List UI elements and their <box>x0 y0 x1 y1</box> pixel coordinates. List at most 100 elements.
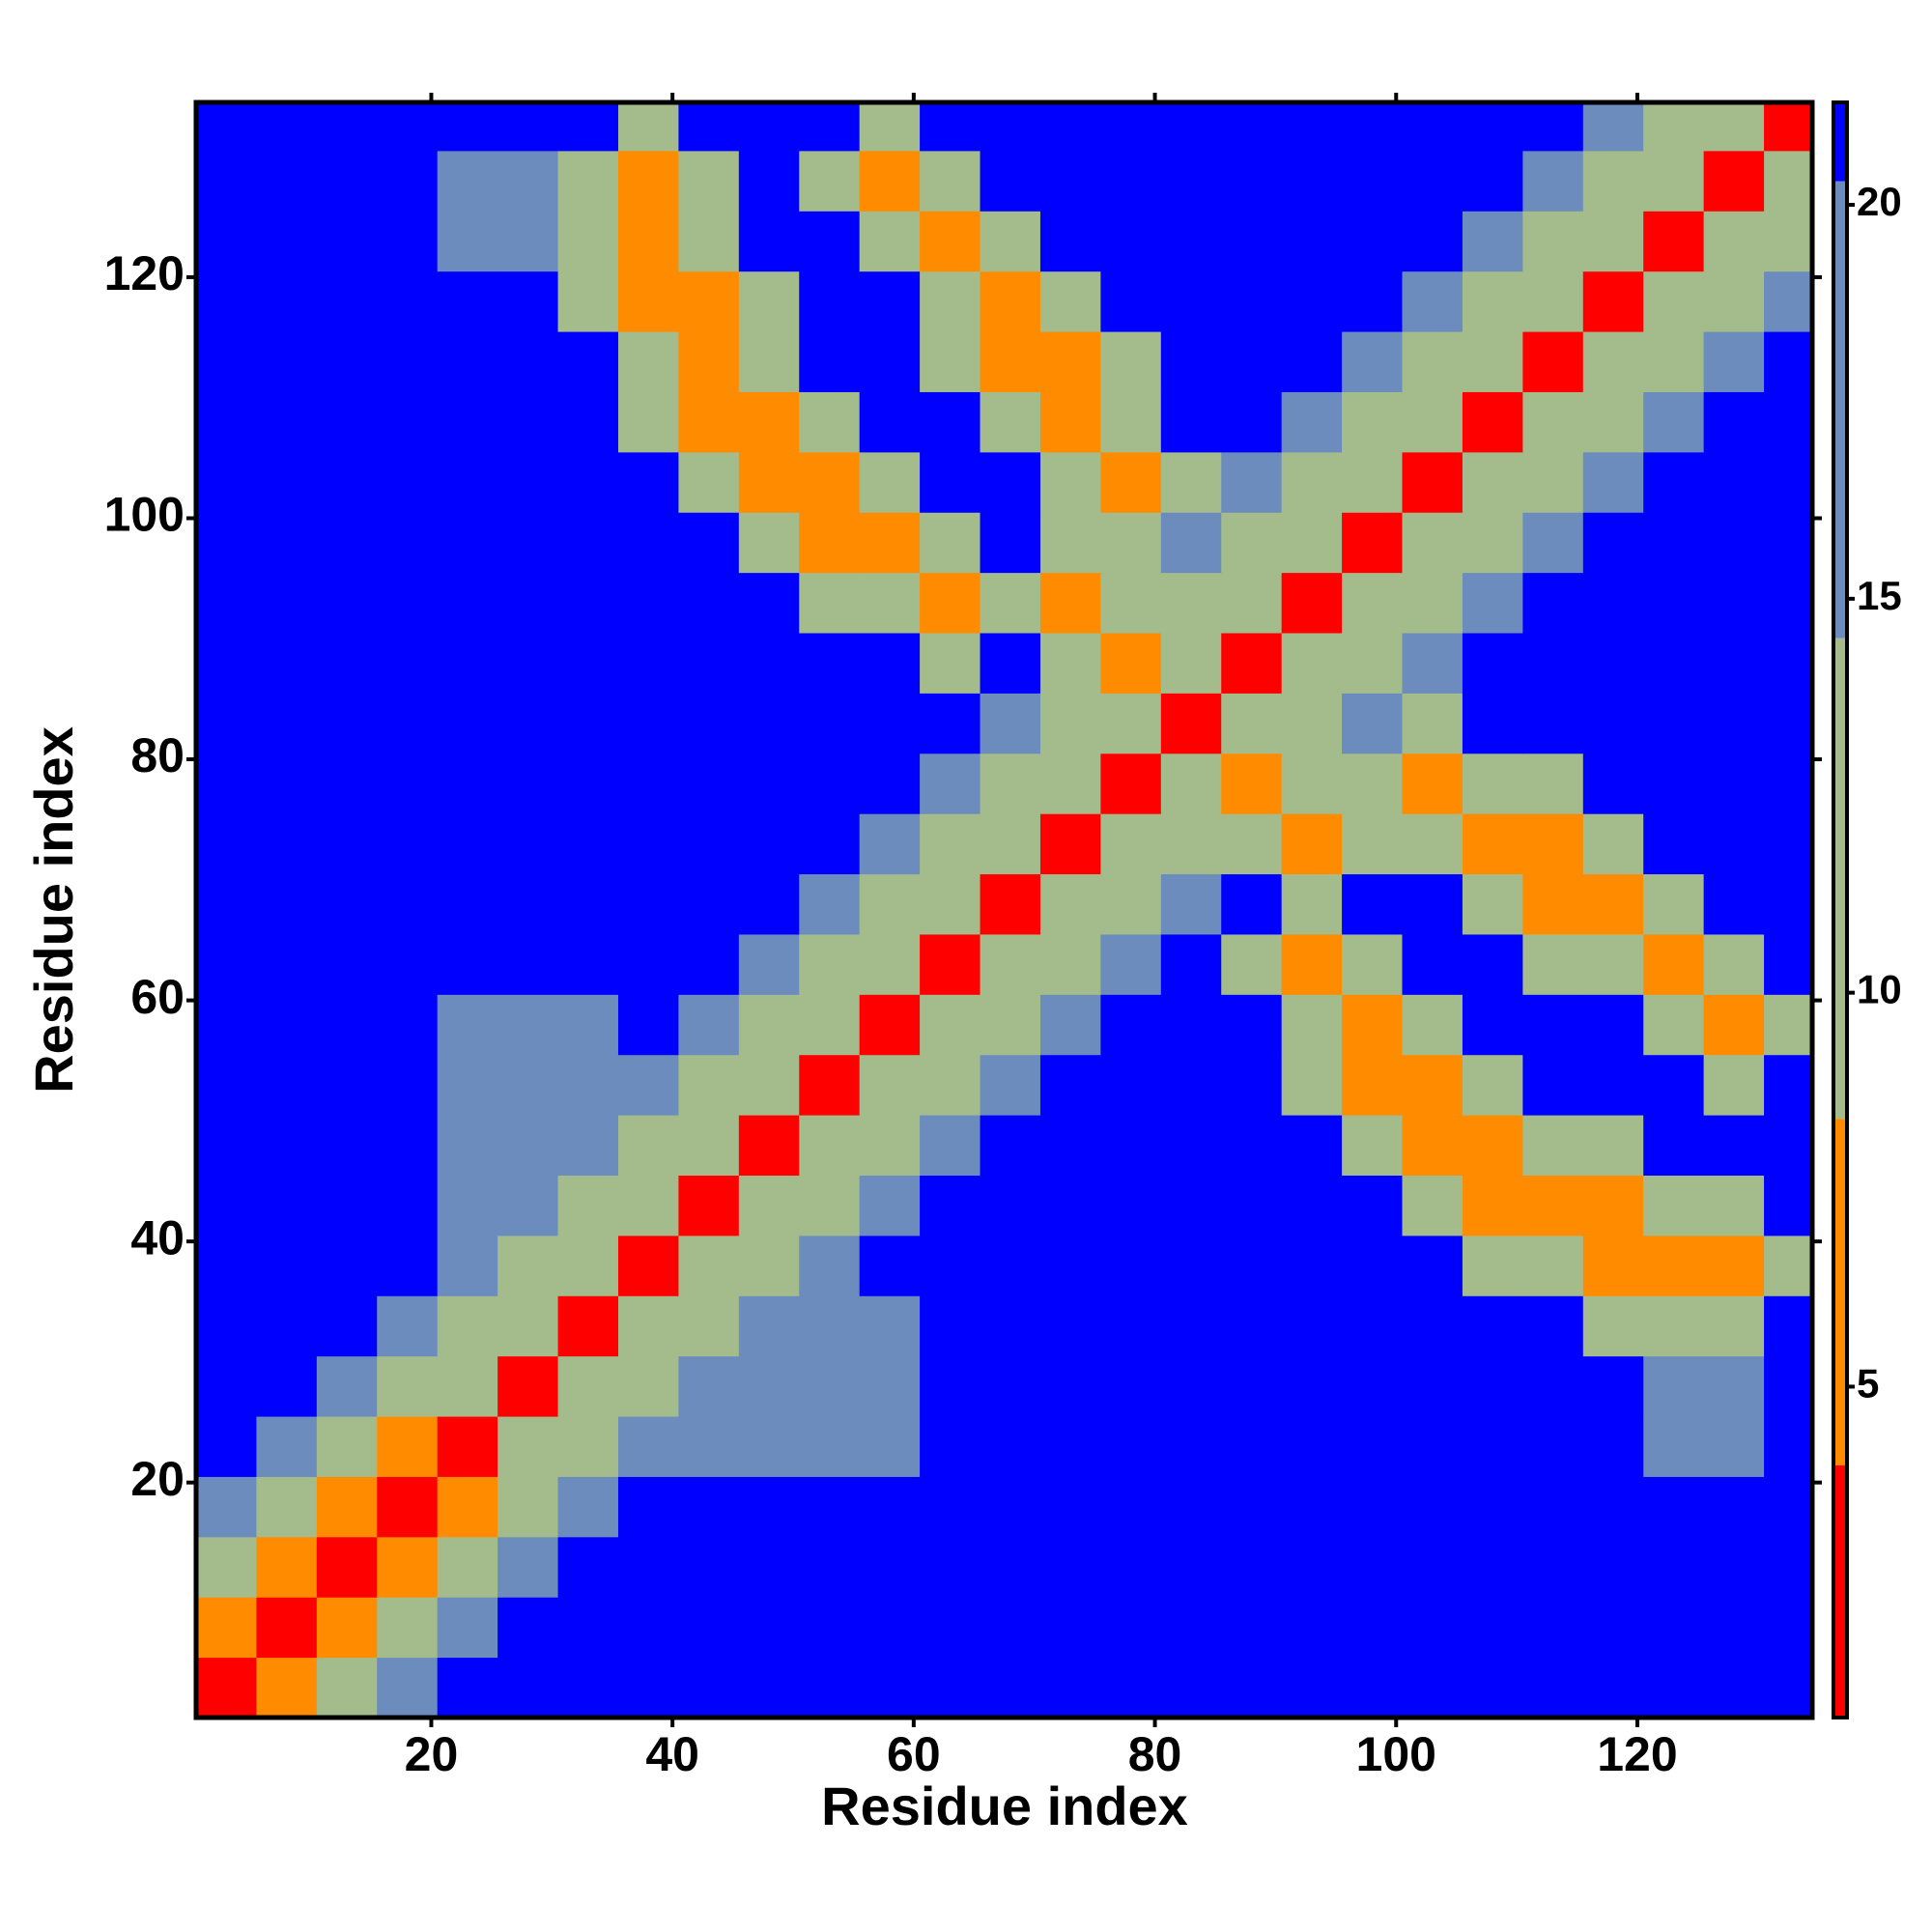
heatmap-cell <box>1039 572 1101 634</box>
heatmap-cell <box>437 1597 498 1659</box>
heatmap-cell <box>1100 933 1162 995</box>
heatmap-cell <box>1342 451 1404 513</box>
heatmap-cell <box>1764 933 1813 995</box>
heatmap-cell <box>1522 1355 1584 1417</box>
heatmap-cell <box>678 813 740 875</box>
heatmap-cell <box>738 391 800 453</box>
heatmap-cell <box>617 1355 679 1417</box>
heatmap-cell <box>1281 1355 1343 1417</box>
heatmap-cell <box>1703 1416 1765 1477</box>
heatmap-cell <box>617 1597 679 1659</box>
heatmap-cell <box>1462 331 1523 392</box>
heatmap-cell <box>316 270 378 332</box>
heatmap-cell <box>1764 451 1813 513</box>
heatmap-cell <box>980 211 1041 272</box>
heatmap-cell <box>980 693 1041 754</box>
heatmap-cell <box>980 1597 1041 1659</box>
heatmap-cell <box>1342 391 1404 453</box>
heatmap-cell <box>437 1235 498 1296</box>
heatmap-cell <box>1221 1115 1283 1177</box>
heatmap-cell <box>799 1597 861 1659</box>
heatmap-cell <box>1522 1295 1584 1357</box>
heatmap-cell <box>1764 693 1813 754</box>
heatmap-cell <box>316 391 378 453</box>
heatmap-cell <box>1160 933 1222 995</box>
heatmap-cell <box>497 150 559 212</box>
heatmap-cell <box>1582 572 1644 634</box>
heatmap-cell <box>1402 873 1463 935</box>
heatmap-cell <box>678 331 740 392</box>
heatmap-cell <box>557 1476 619 1538</box>
heatmap-cell <box>437 1175 498 1236</box>
heatmap-cell <box>799 1657 861 1719</box>
heatmap-cell <box>196 1416 257 1477</box>
heatmap-cell <box>377 451 439 513</box>
heatmap-cell <box>738 150 800 212</box>
heatmap-cell <box>316 102 378 152</box>
heatmap-cell <box>1342 1235 1404 1296</box>
heatmap-cell <box>1462 1295 1523 1357</box>
heatmap-cell <box>1342 1536 1404 1598</box>
heatmap-cell <box>377 331 439 392</box>
heatmap-cell <box>1342 1657 1404 1719</box>
heatmap-cell <box>859 873 921 935</box>
heatmap-cell <box>437 873 498 935</box>
heatmap-cell <box>1221 1235 1283 1296</box>
heatmap-cell <box>1281 102 1343 152</box>
heatmap-cell <box>920 873 981 935</box>
heatmap-cell <box>859 572 921 634</box>
heatmap-cell <box>557 873 619 935</box>
heatmap-cell <box>738 331 800 392</box>
heatmap-cell <box>1100 1115 1162 1177</box>
heatmap-cell <box>1462 451 1523 513</box>
heatmap-cell <box>738 512 800 574</box>
heatmap-cell <box>1039 1295 1101 1357</box>
y-axis-title: Residue index <box>23 726 84 1094</box>
heatmap-cell <box>196 1536 257 1598</box>
heatmap-cell <box>678 1657 740 1719</box>
heatmap-cell <box>1582 1175 1644 1236</box>
heatmap-cell <box>920 753 981 814</box>
heatmap-cell <box>316 1295 378 1357</box>
heatmap-cell <box>980 451 1041 513</box>
heatmap-cell <box>1643 391 1705 453</box>
heatmap-cell <box>617 1115 679 1177</box>
heatmap-cell <box>1764 1657 1813 1719</box>
heatmap-cell <box>1221 1536 1283 1598</box>
heatmap-cell <box>1582 512 1644 574</box>
heatmap-cell <box>437 1536 498 1598</box>
heatmap-cell <box>196 1355 257 1417</box>
heatmap-cell <box>377 1295 439 1357</box>
heatmap-cell <box>1342 1175 1404 1236</box>
heatmap-cell <box>437 1115 498 1177</box>
heatmap-cell <box>1342 331 1404 392</box>
heatmap-cell <box>316 1657 378 1719</box>
heatmap-cell <box>1100 512 1162 574</box>
heatmap-cell <box>1160 1355 1222 1417</box>
heatmap-cell <box>377 270 439 332</box>
heatmap-cell <box>1764 1115 1813 1177</box>
heatmap-cell <box>497 270 559 332</box>
heatmap-cell <box>316 150 378 212</box>
heatmap-cell <box>497 873 559 935</box>
heatmap-cell <box>799 813 861 875</box>
heatmap-cell <box>1160 1115 1222 1177</box>
heatmap-cell <box>980 753 1041 814</box>
heatmap-cell <box>1281 331 1343 392</box>
heatmap-cell <box>1462 391 1523 453</box>
heatmap-cell <box>1703 1476 1765 1538</box>
heatmap-cell <box>1281 693 1343 754</box>
heatmap-cell <box>1703 150 1765 212</box>
heatmap-cell <box>1462 693 1523 754</box>
heatmap-cell <box>557 633 619 694</box>
heatmap-cell <box>377 994 439 1056</box>
heatmap-cell <box>1221 331 1283 392</box>
heatmap-cell <box>617 572 679 634</box>
heatmap-cell <box>1100 873 1162 935</box>
heatmap-cell <box>1342 994 1404 1056</box>
heatmap-cell <box>316 633 378 694</box>
heatmap-cell <box>497 391 559 453</box>
heatmap-cell <box>316 933 378 995</box>
heatmap-cell <box>316 1235 378 1296</box>
